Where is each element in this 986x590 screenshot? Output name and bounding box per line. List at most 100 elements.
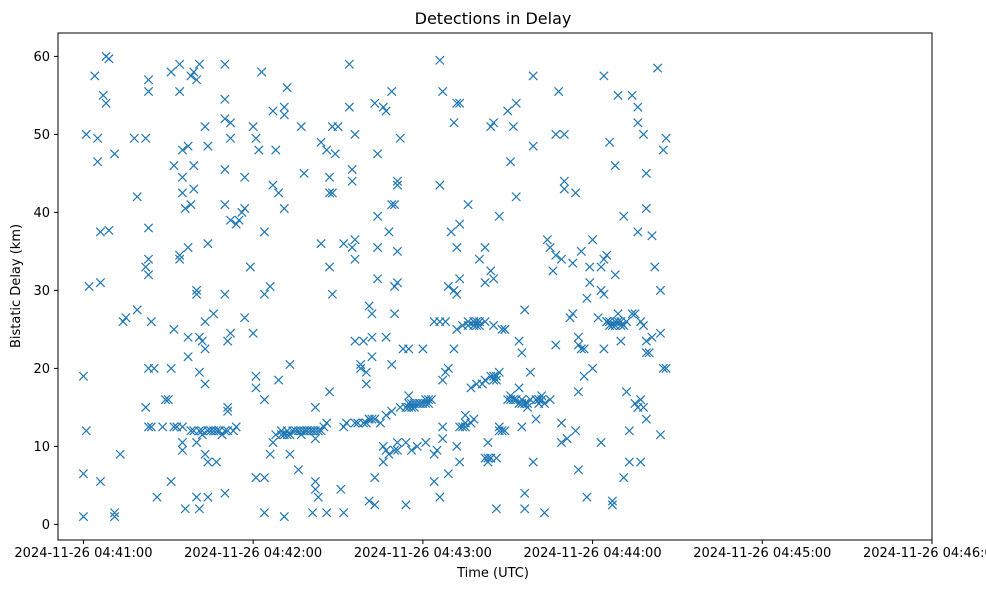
detection-point <box>633 227 643 237</box>
detection-point <box>211 426 222 436</box>
detection-point <box>423 394 434 405</box>
detection-point <box>505 157 516 167</box>
detection-point <box>556 254 567 264</box>
detection-point <box>217 430 227 440</box>
detection-point <box>356 359 366 370</box>
detection-point <box>220 199 230 210</box>
y-tick-label: 10 <box>33 440 50 455</box>
detection-point <box>392 176 403 186</box>
detection-point <box>339 508 349 518</box>
detection-point <box>607 320 618 331</box>
detection-point <box>488 371 499 381</box>
detection-point <box>149 363 159 374</box>
detection-point <box>638 402 649 413</box>
detection-point <box>647 332 657 342</box>
detection-point <box>596 285 606 296</box>
detection-point <box>551 129 561 140</box>
detection-point <box>248 328 258 338</box>
detection-point <box>194 59 205 69</box>
detection-point <box>378 457 388 467</box>
detection-point <box>92 157 103 167</box>
detection-point <box>228 426 238 436</box>
detection-point <box>438 86 448 97</box>
detection-point <box>387 406 397 416</box>
detection-point <box>324 387 335 397</box>
detection-point <box>387 199 397 210</box>
detection-point <box>245 262 255 272</box>
detection-point <box>177 437 188 448</box>
chart-title: Detections in Delay <box>415 9 572 28</box>
detection-point <box>259 289 270 299</box>
detection-point <box>471 320 482 331</box>
detection-point <box>389 445 400 455</box>
detection-point <box>438 422 448 432</box>
detection-point <box>435 55 445 65</box>
detection-point <box>186 71 196 81</box>
detection-point <box>310 484 321 494</box>
detection-point <box>183 352 193 362</box>
detection-point <box>95 476 106 487</box>
detection-point <box>573 387 584 397</box>
detection-point <box>452 289 462 299</box>
detection-point <box>655 430 666 440</box>
detection-point <box>486 266 496 276</box>
detection-point <box>616 320 626 331</box>
detection-point <box>177 422 188 432</box>
detection-point <box>491 371 502 381</box>
detection-point <box>585 262 595 272</box>
detection-point <box>191 289 202 299</box>
detection-point <box>203 492 213 502</box>
detection-point <box>143 75 154 85</box>
detection-point <box>565 313 575 323</box>
detection-point <box>282 82 292 93</box>
detection-point <box>384 227 394 237</box>
detection-point <box>381 332 391 342</box>
detection-point <box>421 398 431 409</box>
detection-point <box>545 394 555 405</box>
detection-point <box>508 121 519 132</box>
detection-point <box>452 324 462 335</box>
detection-point <box>183 242 193 253</box>
detection-point <box>477 379 487 389</box>
detection-point <box>661 363 671 374</box>
detection-point <box>347 242 357 253</box>
detection-point <box>517 422 527 432</box>
detection-point <box>310 402 321 413</box>
detection-point <box>658 145 668 155</box>
detection-point <box>455 457 465 467</box>
detection-point <box>395 133 405 143</box>
detection-point <box>364 496 374 506</box>
detection-point <box>404 391 414 401</box>
detection-point <box>443 281 453 292</box>
detection-point <box>619 211 629 221</box>
detection-point <box>522 402 533 413</box>
detection-point <box>381 106 391 116</box>
detection-point <box>443 469 453 479</box>
detection-point <box>200 449 210 459</box>
detection-point <box>554 86 564 97</box>
detection-point <box>480 316 490 327</box>
detection-point <box>177 172 188 182</box>
detection-point <box>460 410 470 420</box>
detection-point <box>613 309 623 319</box>
detection-point <box>78 511 89 522</box>
detection-point <box>324 188 335 198</box>
detection-point <box>121 313 131 323</box>
detection-point <box>200 316 210 327</box>
detection-point <box>175 250 185 260</box>
detection-point <box>641 168 651 179</box>
detection-point <box>251 383 261 393</box>
detection-point <box>194 367 205 377</box>
detection-point <box>118 316 128 327</box>
detection-point <box>488 375 499 385</box>
detection-point <box>141 402 151 413</box>
detection-point <box>607 500 618 510</box>
detection-point <box>160 394 171 405</box>
detection-point <box>104 225 114 235</box>
detection-point <box>95 277 106 288</box>
detection-point <box>520 398 530 409</box>
detection-point <box>177 145 188 155</box>
detection-point <box>251 472 261 483</box>
y-tick-label: 0 <box>42 518 50 533</box>
